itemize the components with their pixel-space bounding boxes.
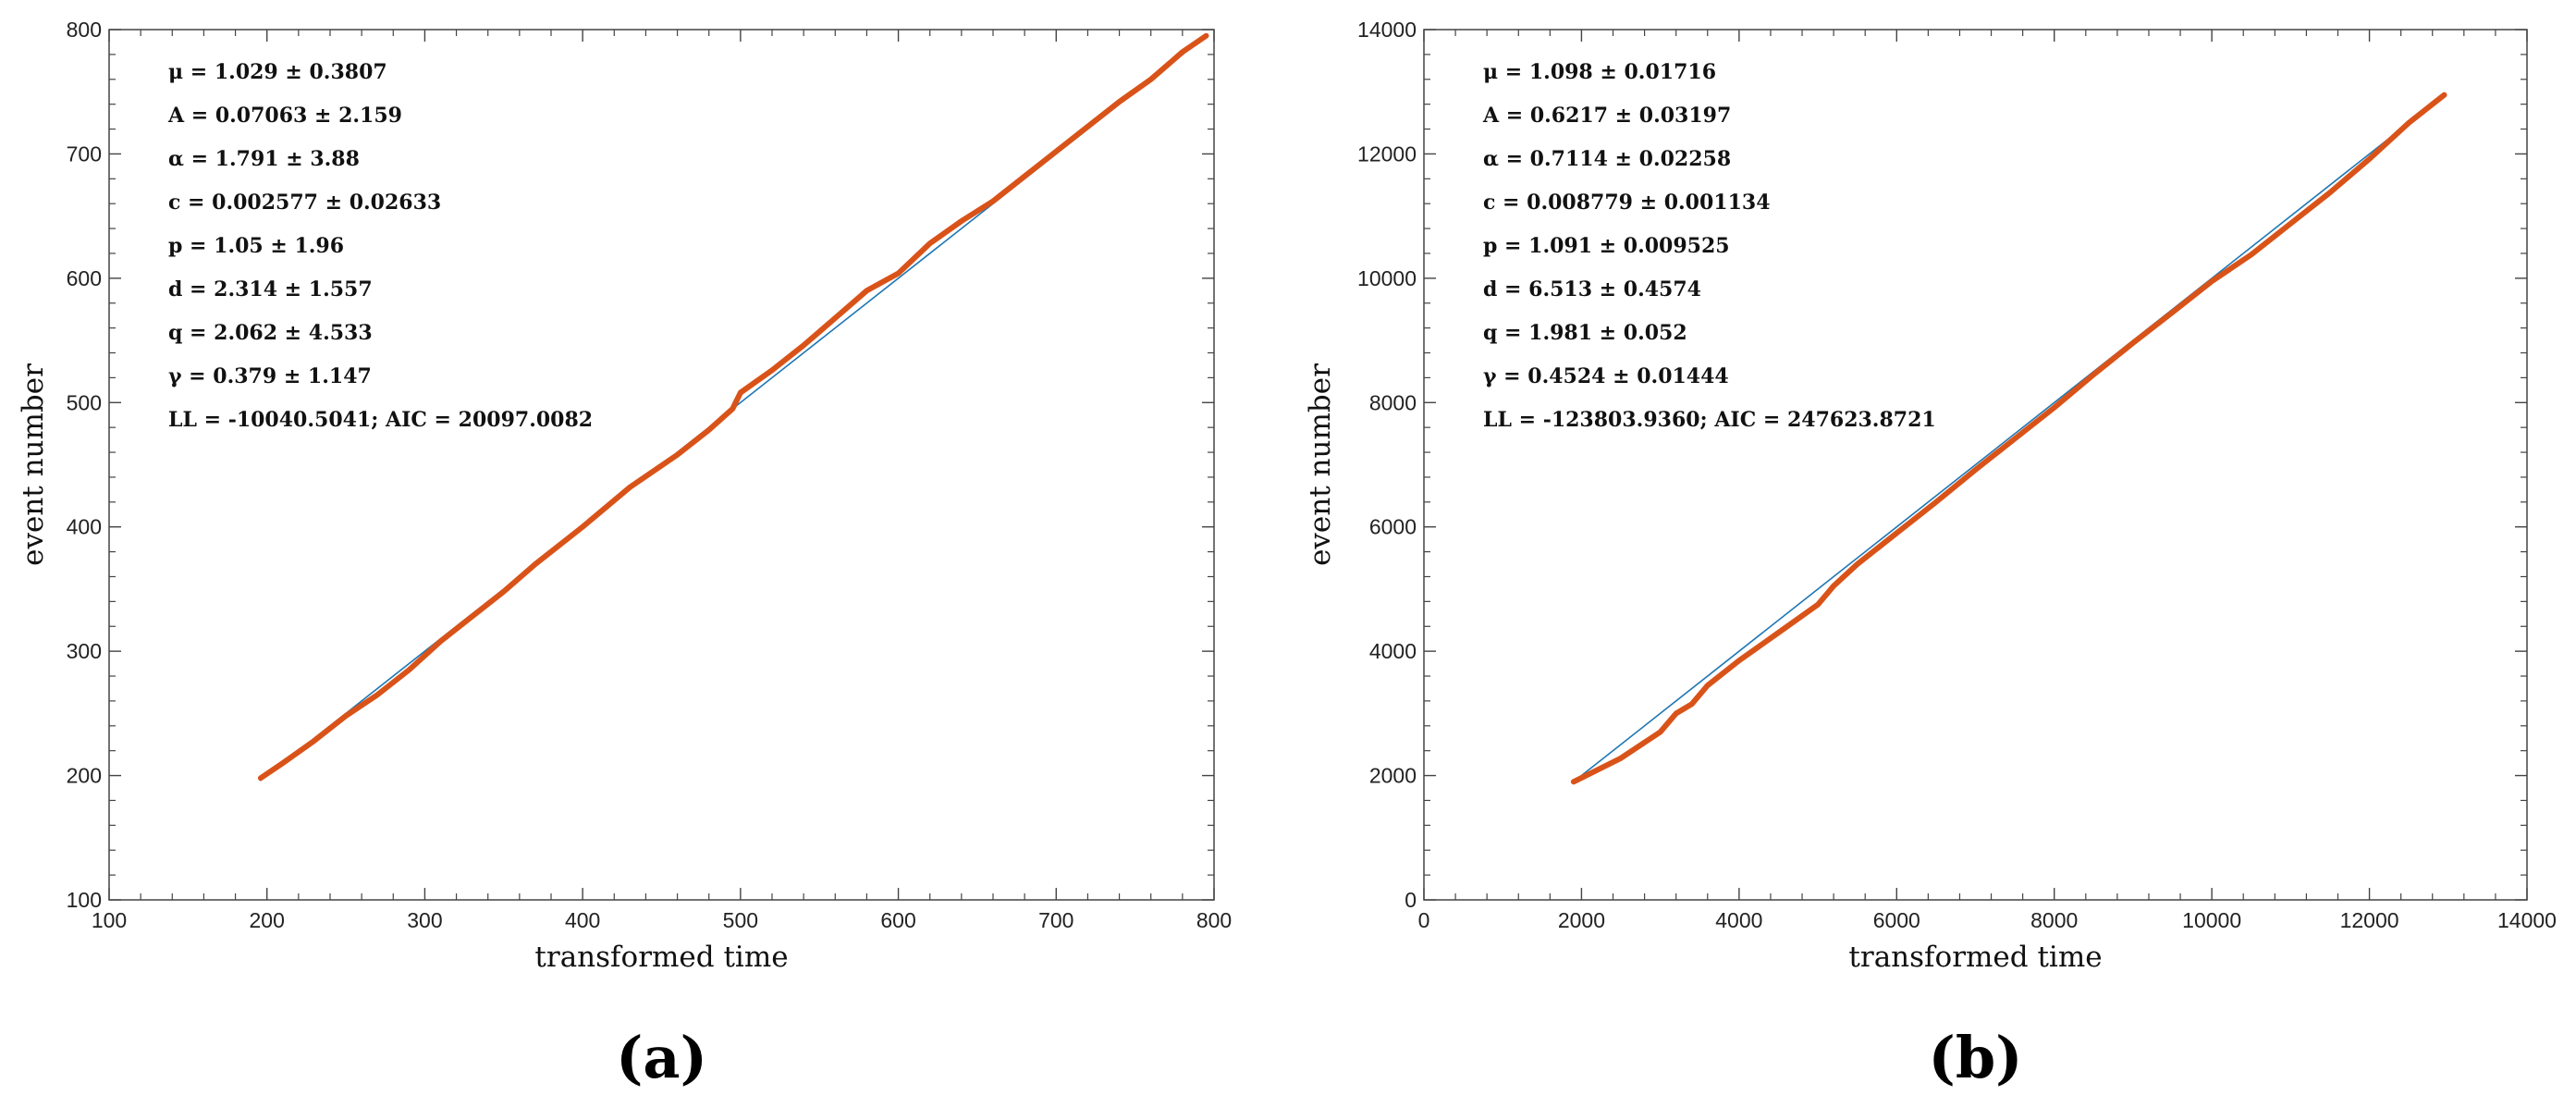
y-axis-label: event number xyxy=(17,363,50,566)
x-tick-label: 300 xyxy=(407,908,442,932)
x-tick-label: 700 xyxy=(1038,908,1073,932)
y-tick-label: 10000 xyxy=(1357,266,1417,290)
fit-annotation: A = 0.6217 ± 0.03197 xyxy=(1482,104,1731,128)
x-axis-label: transformed time xyxy=(534,941,788,974)
fit-annotation: p = 1.05 ± 1.96 xyxy=(168,234,344,258)
x-tick-label: 14000 xyxy=(2497,908,2557,932)
data-series-line xyxy=(1570,92,2447,785)
y-tick-label: 0 xyxy=(1405,888,1417,912)
x-tick-label: 10000 xyxy=(2182,908,2241,932)
y-tick-label: 600 xyxy=(67,266,102,290)
y-tick-label: 100 xyxy=(67,888,102,912)
y-tick-label: 400 xyxy=(67,515,102,539)
fit-annotation: α = 1.791 ± 3.88 xyxy=(168,147,360,171)
x-tick-label: 6000 xyxy=(1873,908,1920,932)
chart-panel-1: 100 200 300 400 500 600 700 800 100 200 300 400 500 6… xyxy=(17,18,1232,1091)
x-tick-label: 2000 xyxy=(1558,908,1605,932)
y-tick-label: 14000 xyxy=(1357,18,1417,42)
x-tick-label: 500 xyxy=(723,908,758,932)
x-axis-label: transformed time xyxy=(1848,941,2102,974)
x-tick-label: 200 xyxy=(250,908,285,932)
y-tick-label: 12000 xyxy=(1357,142,1417,166)
y-tick-label: 6000 xyxy=(1369,515,1417,539)
y-tick-label: 700 xyxy=(67,142,102,166)
panel-label: (a) xyxy=(616,1024,707,1091)
fit-annotation: μ = 1.098 ± 0.01716 xyxy=(1483,60,1716,84)
fit-annotation: d = 2.314 ± 1.557 xyxy=(168,277,373,302)
x-tick-label: 0 xyxy=(1418,908,1430,932)
reference-line xyxy=(1573,93,2446,783)
fit-annotation: A = 0.07063 ± 2.159 xyxy=(167,104,402,128)
y-tick-label: 300 xyxy=(67,639,102,663)
fit-annotation: q = 1.981 ± 0.052 xyxy=(1483,321,1687,345)
x-tick-label: 4000 xyxy=(1715,908,1762,932)
y-tick-label: 800 xyxy=(67,18,102,42)
y-axis-label: event number xyxy=(1304,363,1337,566)
x-tick-label: 800 xyxy=(1196,908,1232,932)
x-tick-label: 400 xyxy=(565,908,600,932)
fit-annotation: γ = 0.379 ± 1.147 xyxy=(168,364,372,388)
y-tick-label: 8000 xyxy=(1369,390,1417,414)
x-tick-label: 100 xyxy=(92,908,127,932)
fit-annotation: p = 1.091 ± 0.009525 xyxy=(1483,234,1730,258)
fit-annotation: LL = -10040.5041; AIC = 20097.0082 xyxy=(168,408,593,432)
fit-annotation: μ = 1.029 ± 0.3807 xyxy=(168,60,387,84)
plot-frame xyxy=(108,29,1215,901)
fit-annotation: d = 6.513 ± 0.4574 xyxy=(1483,277,1701,302)
fit-annotation: γ = 0.4524 ± 0.01444 xyxy=(1483,364,1729,388)
x-tick-label: 8000 xyxy=(2030,908,2078,932)
y-tick-label: 4000 xyxy=(1369,639,1417,663)
fit-annotation: c = 0.008779 ± 0.001134 xyxy=(1483,191,1771,215)
y-tick-label: 200 xyxy=(67,764,102,788)
chart-panel-2: 0 2000 4000 6000 8000 10000 12000 14000 0 2000 400… xyxy=(1304,18,2557,1091)
data-series-line xyxy=(257,32,1209,782)
fit-annotation: α = 0.7114 ± 0.02258 xyxy=(1483,147,1731,171)
y-tick-label: 500 xyxy=(67,390,102,414)
fit-annotation: q = 2.062 ± 4.533 xyxy=(168,321,373,345)
y-tick-label: 2000 xyxy=(1369,764,1417,788)
panel-label: (b) xyxy=(1928,1024,2022,1091)
x-tick-label: 600 xyxy=(880,908,915,932)
plot-frame xyxy=(1423,29,2528,901)
fit-annotation: c = 0.002577 ± 0.02633 xyxy=(168,191,441,215)
x-tick-label: 12000 xyxy=(2340,908,2399,932)
fit-annotation: LL = -123803.9360; AIC = 247623.8721 xyxy=(1483,408,1936,432)
